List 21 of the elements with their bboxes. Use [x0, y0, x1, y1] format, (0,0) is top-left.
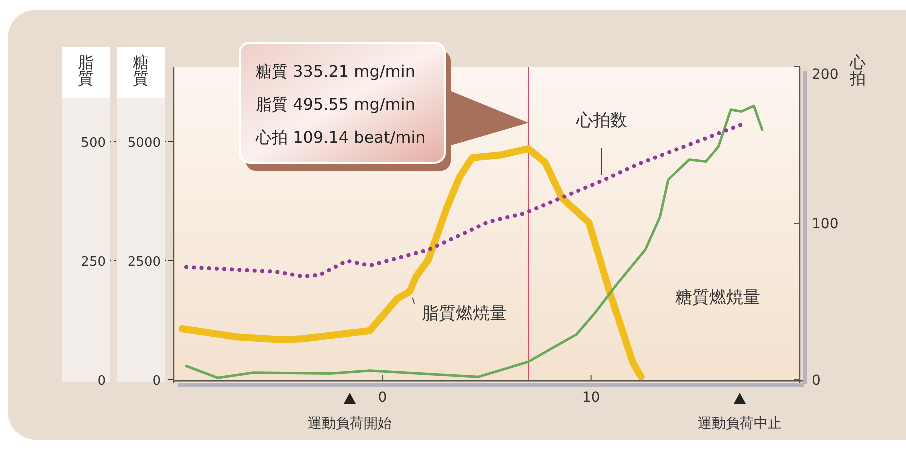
- text: 糖質燃焼量: [676, 288, 761, 308]
- annotation: 心拍 109.14 beat/min: [255, 128, 426, 147]
- text: 運動負荷開始: [308, 416, 392, 432]
- y-tick-label: 500: [81, 136, 106, 151]
- y3-tick-label: 5000: [128, 136, 161, 151]
- text: 運動負荷中止: [698, 416, 782, 432]
- series-label: 脂質燃焼量: [422, 304, 507, 324]
- y2-axis-title: 心拍: [849, 53, 866, 88]
- y2-tick-label: 100: [812, 216, 839, 232]
- text: 心拍数: [575, 111, 628, 132]
- annotation: 糖質 335.21 mg/min: [256, 62, 416, 81]
- y-tick-label: 250: [81, 254, 106, 270]
- y-tick-label: 0: [98, 374, 106, 389]
- annotation: 脂質 495.55 mg/min: [256, 95, 416, 114]
- y2-tick-label: 200: [812, 67, 839, 83]
- x-tick-label: 10: [582, 390, 600, 406]
- y2-tick-label: 0: [812, 373, 821, 389]
- y3-axis-title: 糖質: [133, 53, 149, 88]
- y-axis-title: 脂質: [78, 53, 94, 88]
- y3-tick-label: 2500: [128, 254, 161, 270]
- y3-tick-label: 0: [152, 374, 161, 389]
